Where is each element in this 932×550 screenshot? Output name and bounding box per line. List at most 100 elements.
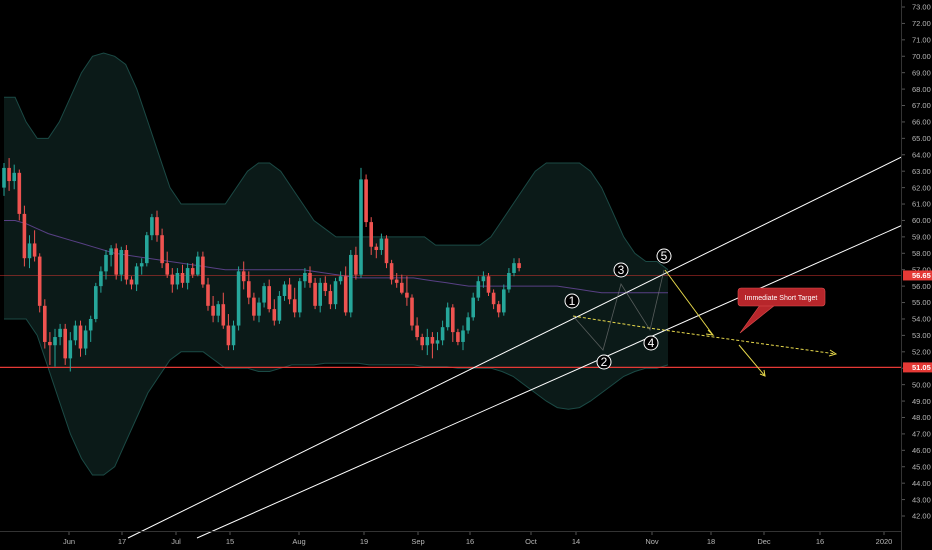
channel-line-lower bbox=[196, 211, 932, 539]
y-tick-label: 43.00 bbox=[912, 495, 931, 504]
wave-labels: 1 2 3 4 5 bbox=[564, 248, 672, 370]
y-tick-label: 66.00 bbox=[912, 118, 931, 127]
candle-body bbox=[236, 271, 241, 326]
y-tick-label: 59.00 bbox=[912, 233, 931, 242]
wave-path bbox=[572, 269, 665, 351]
candle-body bbox=[359, 179, 363, 275]
candle-body bbox=[400, 282, 404, 293]
candle-body bbox=[343, 276, 348, 313]
candle-body bbox=[502, 289, 506, 313]
candle-body bbox=[226, 325, 231, 346]
y-tick-label: 70.00 bbox=[912, 52, 931, 61]
candle-body bbox=[471, 297, 475, 318]
candle-body bbox=[37, 256, 42, 306]
candle-body bbox=[308, 272, 312, 283]
candle-body bbox=[160, 235, 164, 264]
candle-body bbox=[445, 307, 450, 328]
candle-body bbox=[257, 302, 261, 316]
candle-body bbox=[68, 340, 73, 359]
candle-body bbox=[104, 254, 108, 272]
candle-body bbox=[496, 304, 501, 313]
y-tick-label: 47.00 bbox=[912, 430, 931, 439]
candle-body bbox=[354, 254, 358, 275]
candle-body bbox=[481, 276, 486, 282]
x-tick-label: Dec bbox=[757, 537, 771, 546]
arrowhead-2 bbox=[759, 369, 766, 377]
candle-body bbox=[180, 272, 185, 283]
candle-body bbox=[374, 246, 379, 251]
candle-body bbox=[379, 238, 384, 251]
candle-body bbox=[262, 286, 266, 303]
candle-body bbox=[196, 256, 200, 275]
candle-body bbox=[313, 282, 317, 306]
candle-body bbox=[318, 282, 322, 306]
callout-text: Immediate Short Target bbox=[745, 295, 818, 302]
candle-body bbox=[476, 281, 481, 298]
candle-body bbox=[129, 279, 134, 285]
candle-body bbox=[155, 217, 159, 236]
wave-label-circle bbox=[564, 293, 580, 309]
y-tick-label: 69.00 bbox=[912, 68, 931, 77]
candle-body bbox=[456, 332, 460, 342]
candle-body bbox=[369, 222, 373, 247]
candle-body bbox=[78, 325, 83, 349]
y-tick-label: 46.00 bbox=[912, 446, 931, 455]
x-tick-label: Nov bbox=[645, 537, 659, 546]
candle-body bbox=[440, 327, 445, 341]
candle-body bbox=[272, 309, 277, 321]
price-tag-bg bbox=[903, 362, 932, 373]
y-tick-label: 61.00 bbox=[912, 200, 931, 209]
annotation-callout[interactable]: Immediate Short Target bbox=[737, 287, 826, 334]
price-tag-bg bbox=[903, 270, 932, 281]
candle-body bbox=[389, 263, 394, 280]
candle-body bbox=[267, 286, 271, 310]
x-tick-label: 16 bbox=[816, 537, 824, 546]
arrowhead-3 bbox=[828, 349, 838, 357]
candle-body bbox=[22, 213, 27, 259]
x-tick-label: 14 bbox=[572, 537, 580, 546]
candle-body bbox=[328, 291, 333, 305]
callout-box bbox=[737, 287, 826, 307]
x-tick-label: Sep bbox=[411, 537, 424, 546]
candle-body bbox=[32, 243, 37, 257]
price-axis[interactable]: 42.00 43.00 44.00 45.00 46.00 47.00 48.00 49.00… bbox=[901, 0, 932, 550]
y-tick-label: 64.00 bbox=[912, 150, 931, 159]
candle-body bbox=[48, 341, 52, 346]
y-tick-label: 45.00 bbox=[912, 462, 931, 471]
candle-body bbox=[27, 243, 32, 259]
y-tick-label: 57.00 bbox=[912, 265, 931, 274]
y-tick-label: 72.00 bbox=[912, 19, 931, 28]
y-tick-label: 55.00 bbox=[912, 298, 931, 307]
candle-body bbox=[201, 256, 205, 285]
projection-drop-1 bbox=[664, 269, 714, 336]
x-tick-label: Aug bbox=[292, 537, 305, 546]
candle-body bbox=[461, 330, 465, 342]
candle-body bbox=[252, 297, 256, 316]
y-tick-label: 48.00 bbox=[912, 413, 931, 422]
projection-drop-2 bbox=[738, 344, 766, 377]
candle-body bbox=[53, 337, 57, 346]
trend-drawings bbox=[127, 141, 932, 539]
candle-body bbox=[73, 325, 78, 341]
time-axis[interactable]: Jun 17 Jul 15 Aug 19 Sep 16 Oct 14 Nov 18 Dec 16 2020 bbox=[0, 531, 901, 547]
y-tick-label: 58.00 bbox=[912, 249, 931, 258]
candle-body bbox=[435, 340, 440, 344]
candle-body bbox=[323, 282, 328, 292]
candle-body bbox=[211, 305, 215, 316]
y-tick-label: 56.00 bbox=[912, 282, 931, 291]
candle-body bbox=[175, 272, 180, 285]
candle-body bbox=[364, 179, 368, 223]
candle-body bbox=[216, 304, 220, 316]
candle-body bbox=[491, 292, 496, 305]
candle-body bbox=[349, 254, 353, 313]
candle-body bbox=[58, 328, 62, 338]
candle-body bbox=[410, 297, 414, 326]
y-tick-label: 54.00 bbox=[912, 315, 931, 324]
candle-body bbox=[221, 304, 226, 326]
wave-label-3: 3 bbox=[618, 263, 625, 277]
candle-body bbox=[124, 250, 129, 280]
x-tick-label: 16 bbox=[466, 537, 474, 546]
candle-body bbox=[43, 305, 47, 342]
wave-label-circle bbox=[656, 248, 672, 264]
